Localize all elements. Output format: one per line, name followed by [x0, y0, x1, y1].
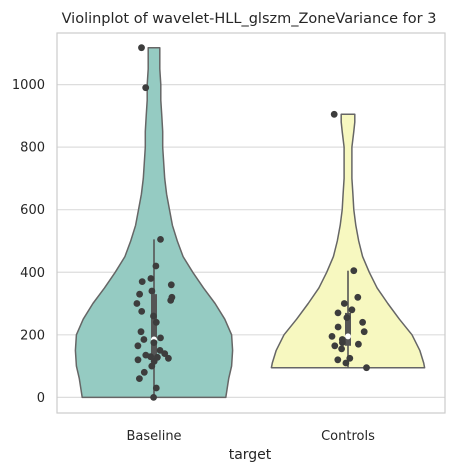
- x-axis-label: target: [229, 447, 272, 463]
- violins: [74, 44, 426, 401]
- data-point: [152, 262, 160, 270]
- data-point: [167, 281, 175, 289]
- data-point: [138, 44, 145, 52]
- violin-group: [270, 110, 426, 372]
- data-point: [359, 318, 366, 326]
- data-point: [157, 334, 164, 342]
- data-point: [137, 328, 145, 336]
- data-point: [343, 314, 351, 321]
- data-point: [136, 290, 144, 298]
- data-point: [168, 293, 176, 301]
- data-point: [150, 339, 158, 346]
- y-axis-ticks: 0 200 400 600 800 1000: [12, 78, 45, 406]
- data-point: [138, 308, 146, 315]
- y-tick-label: 1000: [12, 78, 45, 93]
- x-tick-label: Controls: [321, 429, 375, 444]
- chart-title: Violinplot of wavelet-HLL_glszm_ZoneVari…: [62, 11, 437, 27]
- violin-median: [345, 333, 351, 340]
- data-point: [340, 300, 348, 307]
- data-point: [140, 336, 148, 343]
- data-point: [138, 278, 146, 285]
- data-point: [354, 293, 362, 301]
- data-point: [338, 345, 345, 353]
- plot-frame: [56, 32, 446, 414]
- data-point: [142, 351, 150, 359]
- data-point: [334, 323, 342, 331]
- y-tick-label: 400: [20, 266, 45, 281]
- data-point: [136, 375, 143, 382]
- data-point: [157, 236, 164, 243]
- x-tick-label: Baseline: [126, 429, 181, 444]
- y-tick-label: 600: [20, 203, 45, 218]
- x-axis-ticks: Baseline Controls: [126, 429, 375, 444]
- data-point: [156, 347, 164, 354]
- data-point: [360, 328, 368, 336]
- data-point: [134, 356, 142, 364]
- data-point: [150, 394, 158, 401]
- violin-iqr-box: [151, 294, 157, 357]
- data-point: [140, 368, 148, 376]
- data-point: [346, 354, 354, 362]
- data-point: [154, 353, 161, 361]
- violin-body: [74, 46, 234, 399]
- data-point: [148, 287, 156, 295]
- y-tick-label: 800: [20, 141, 45, 156]
- data-point: [350, 267, 358, 275]
- data-point: [338, 336, 346, 343]
- data-point: [330, 110, 338, 118]
- violin-iqr-box: [345, 312, 351, 346]
- violin-body: [270, 113, 426, 369]
- violin-group: [74, 44, 234, 401]
- data-point: [328, 333, 336, 340]
- data-point: [355, 340, 362, 348]
- data-point: [334, 309, 342, 317]
- data-point: [165, 354, 172, 362]
- data-point: [134, 342, 142, 350]
- data-point: [133, 300, 141, 307]
- data-point: [152, 318, 160, 326]
- data-point: [348, 306, 356, 314]
- data-point: [363, 364, 370, 372]
- data-point: [147, 275, 155, 282]
- data-point: [334, 356, 342, 364]
- y-tick-label: 0: [37, 391, 45, 406]
- y-tick-label: 200: [20, 328, 45, 343]
- data-point: [331, 342, 339, 350]
- data-point: [152, 384, 160, 392]
- data-point: [342, 359, 350, 367]
- data-point: [150, 312, 157, 320]
- data-point: [142, 84, 150, 92]
